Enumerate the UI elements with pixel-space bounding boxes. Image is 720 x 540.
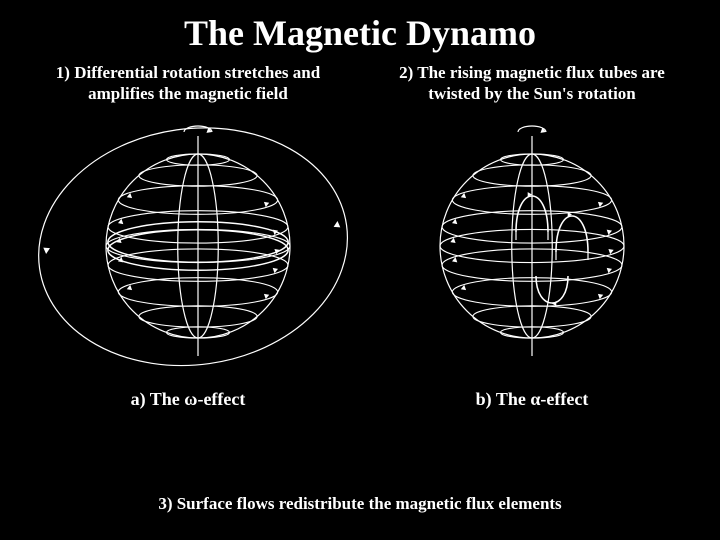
left-caption: a) The ω-effect xyxy=(18,389,358,410)
right-caption-prefix: b) The xyxy=(476,389,531,409)
left-panel: 1) Differential rotation stretches and a… xyxy=(18,62,358,410)
footer-text: 3) Surface flows redistribute the magnet… xyxy=(0,494,720,514)
left-caption-suffix: -effect xyxy=(197,389,245,409)
left-subtitle: 1) Differential rotation stretches and a… xyxy=(18,62,358,105)
right-panel: 2) The rising magnetic flux tubes are tw… xyxy=(362,62,702,410)
footer-label: 3) Surface flows redistribute the magnet… xyxy=(158,494,561,513)
right-caption: b) The α-effect xyxy=(362,389,702,410)
left-diagram xyxy=(18,111,358,381)
alpha-symbol: α xyxy=(530,389,540,409)
page-title: The Magnetic Dynamo xyxy=(0,0,720,62)
left-caption-prefix: a) The xyxy=(131,389,185,409)
omega-symbol: ω xyxy=(184,389,197,409)
right-caption-suffix: -effect xyxy=(540,389,588,409)
right-diagram xyxy=(362,111,702,381)
title-text: The Magnetic Dynamo xyxy=(184,13,536,53)
right-subtitle: 2) The rising magnetic flux tubes are tw… xyxy=(362,62,702,105)
panels-row: 1) Differential rotation stretches and a… xyxy=(0,62,720,410)
